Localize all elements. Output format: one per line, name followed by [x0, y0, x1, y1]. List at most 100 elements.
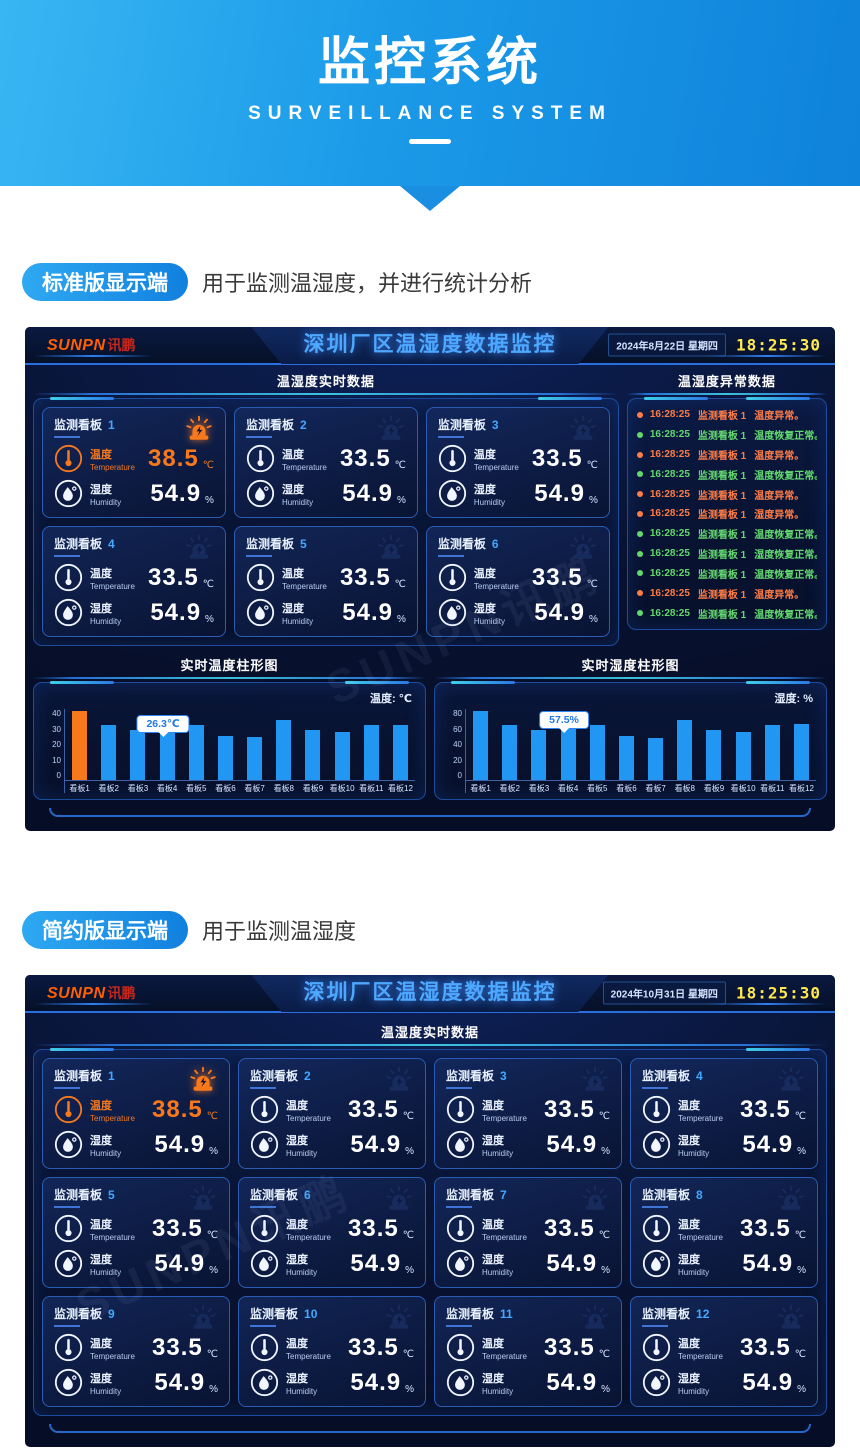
monitor-panel: 监测看板 8: [630, 1177, 818, 1288]
bar-track: [786, 709, 817, 781]
thermometer-icon: [250, 1214, 279, 1243]
temperature-label-cn: 温度: [90, 567, 112, 580]
date-text: 2024年10月31日: [610, 989, 686, 1001]
abnormal-section-title: 温湿度异常数据: [677, 374, 776, 389]
temperature-value: 33.5: [531, 563, 583, 591]
log-time: 16:28:25: [649, 548, 690, 560]
y-axis-tick: 40: [52, 709, 61, 718]
bar-item: 看板5: [582, 709, 612, 793]
panel-number: 4: [696, 1069, 703, 1083]
temperature-value: 33.5: [148, 563, 199, 591]
panel-header: 监测看板 7: [446, 1185, 610, 1210]
temperature-label-en: Temperature: [90, 1232, 135, 1242]
humidity-value: 54.9: [350, 1130, 402, 1158]
alarm-siren-icon: [376, 534, 406, 561]
bar: [276, 719, 292, 780]
bar-label: 看板6: [215, 784, 236, 793]
humidity-label-cn: 湿度: [678, 1134, 700, 1147]
temperature-labels: 温度 Temperature: [678, 1097, 736, 1123]
temperature-unit: ℃: [394, 579, 406, 590]
temperature-value: 33.5: [152, 1333, 203, 1361]
panel-number: 5: [299, 537, 307, 551]
alarm-siren-icon: [776, 1304, 806, 1331]
monitor-panel: 监测看板 9: [42, 1296, 230, 1407]
temperature-labels: 温度 Temperature: [90, 446, 148, 472]
panel-number: 1: [108, 1069, 115, 1083]
bar: [130, 730, 146, 780]
temperature-metric: 温度 Temperature 33.5 ℃: [438, 444, 598, 473]
humidity-chart-title: 实时湿度柱形图: [581, 658, 680, 673]
humidity-metric: 湿度 Humidity 54.9 %: [642, 1130, 806, 1159]
bar-label: 看板12: [388, 784, 413, 793]
panel-title: 监测看板: [250, 1305, 298, 1327]
log-row: 16:28:25 监测看板 1 温度恢复正常。: [636, 566, 817, 581]
humidity-labels: 湿度 Humidity: [482, 1370, 540, 1396]
bar-label: 看板9: [302, 784, 324, 793]
log-time: 16:28:25: [649, 567, 690, 579]
monitor-panel: 监测看板 3: [434, 1058, 622, 1169]
bar-label: 看板7: [645, 784, 666, 793]
logo-text-cn: 讯鹏: [107, 337, 136, 353]
panel-title: 监测看板: [437, 416, 486, 438]
bar-item: 看板6: [210, 709, 241, 793]
panel-title: 监测看板: [54, 1186, 102, 1208]
bar-item: 看板4: [553, 709, 583, 793]
temperature-labels: 温度 Temperature: [90, 1216, 148, 1242]
panel-header: 监测看板 9: [54, 1304, 218, 1329]
bar-item: 看板7: [240, 709, 270, 793]
humidity-chart-tooltip: 57.5%: [539, 711, 589, 729]
panel-header: 监测看板 4: [54, 534, 214, 559]
panel-title: 监测看板: [446, 1305, 494, 1327]
humidity-unit: %: [405, 1146, 414, 1157]
humidity-label-en: Humidity: [473, 497, 506, 507]
humidity-bar-chart: 湿度: % 80 60 40 20 0 看板1: [434, 681, 827, 800]
bar-track: [210, 709, 241, 781]
bar: [560, 728, 576, 780]
status-dot: [636, 451, 643, 458]
clock-display: 18:25:30: [735, 335, 821, 355]
monitor-panel: 监测看板 5: [42, 1177, 230, 1288]
thermometer-icon: [438, 444, 467, 473]
bar-track: [240, 709, 270, 781]
temperature-metric: 温度 Temperature 33.5 ℃: [250, 1095, 414, 1124]
temperature-label-en: Temperature: [678, 1113, 723, 1123]
panel-header: 监测看板 1: [54, 1066, 218, 1091]
panel-title: 监测看板: [54, 1305, 102, 1327]
temperature-label-en: Temperature: [473, 581, 519, 591]
alarm-siren-icon: [776, 1066, 806, 1093]
humidity-label-en: Humidity: [678, 1267, 710, 1277]
temperature-label-cn: 温度: [678, 1337, 700, 1350]
temperature-label-cn: 温度: [90, 1337, 112, 1350]
y-axis-tick: 60: [453, 724, 462, 734]
humidity-metric: 湿度 Humidity 54.9 %: [446, 1368, 610, 1397]
temperature-labels: 温度 Temperature: [474, 565, 532, 591]
bar: [764, 724, 780, 780]
realtime-section-title: 温湿度实时数据: [276, 374, 375, 389]
weekday-text: 星期四: [687, 989, 718, 1001]
temperature-unit: ℃: [586, 460, 598, 471]
humidity-drop-icon: [246, 479, 275, 508]
log-panel-name: 监测看板 1: [697, 609, 747, 621]
bar-track: [611, 709, 642, 781]
thermometer-icon: [642, 1095, 671, 1124]
temperature-metric: 温度 Temperature 33.5 ℃: [54, 1333, 218, 1362]
panel-header: 监测看板 6: [437, 534, 598, 559]
bar: [589, 724, 605, 780]
monitor-panel: 监测看板 2: [233, 407, 418, 518]
thermometer-icon: [446, 1214, 475, 1243]
temperature-labels: 温度 Temperature: [474, 446, 532, 472]
humidity-value: 54.9: [154, 1249, 206, 1277]
humidity-value: 54.9: [546, 1249, 598, 1277]
temperature-label-cn: 温度: [678, 1099, 700, 1112]
humidity-unit: %: [797, 1146, 806, 1157]
standard-version-intro: 标准版显示端 用于监测温湿度，并进行统计分析: [22, 263, 860, 301]
bar-label: 看板1: [470, 784, 491, 793]
bar-item: 看板8: [670, 709, 700, 793]
alarm-siren-icon: [568, 534, 598, 561]
humidity-drop-icon: [446, 1368, 475, 1397]
section-divider-line: [33, 393, 619, 395]
bar: [618, 735, 634, 780]
bar-label: 看板5: [587, 784, 608, 793]
humidity-labels: 湿度 Humidity: [90, 481, 148, 507]
y-axis-tick: 20: [453, 755, 462, 765]
